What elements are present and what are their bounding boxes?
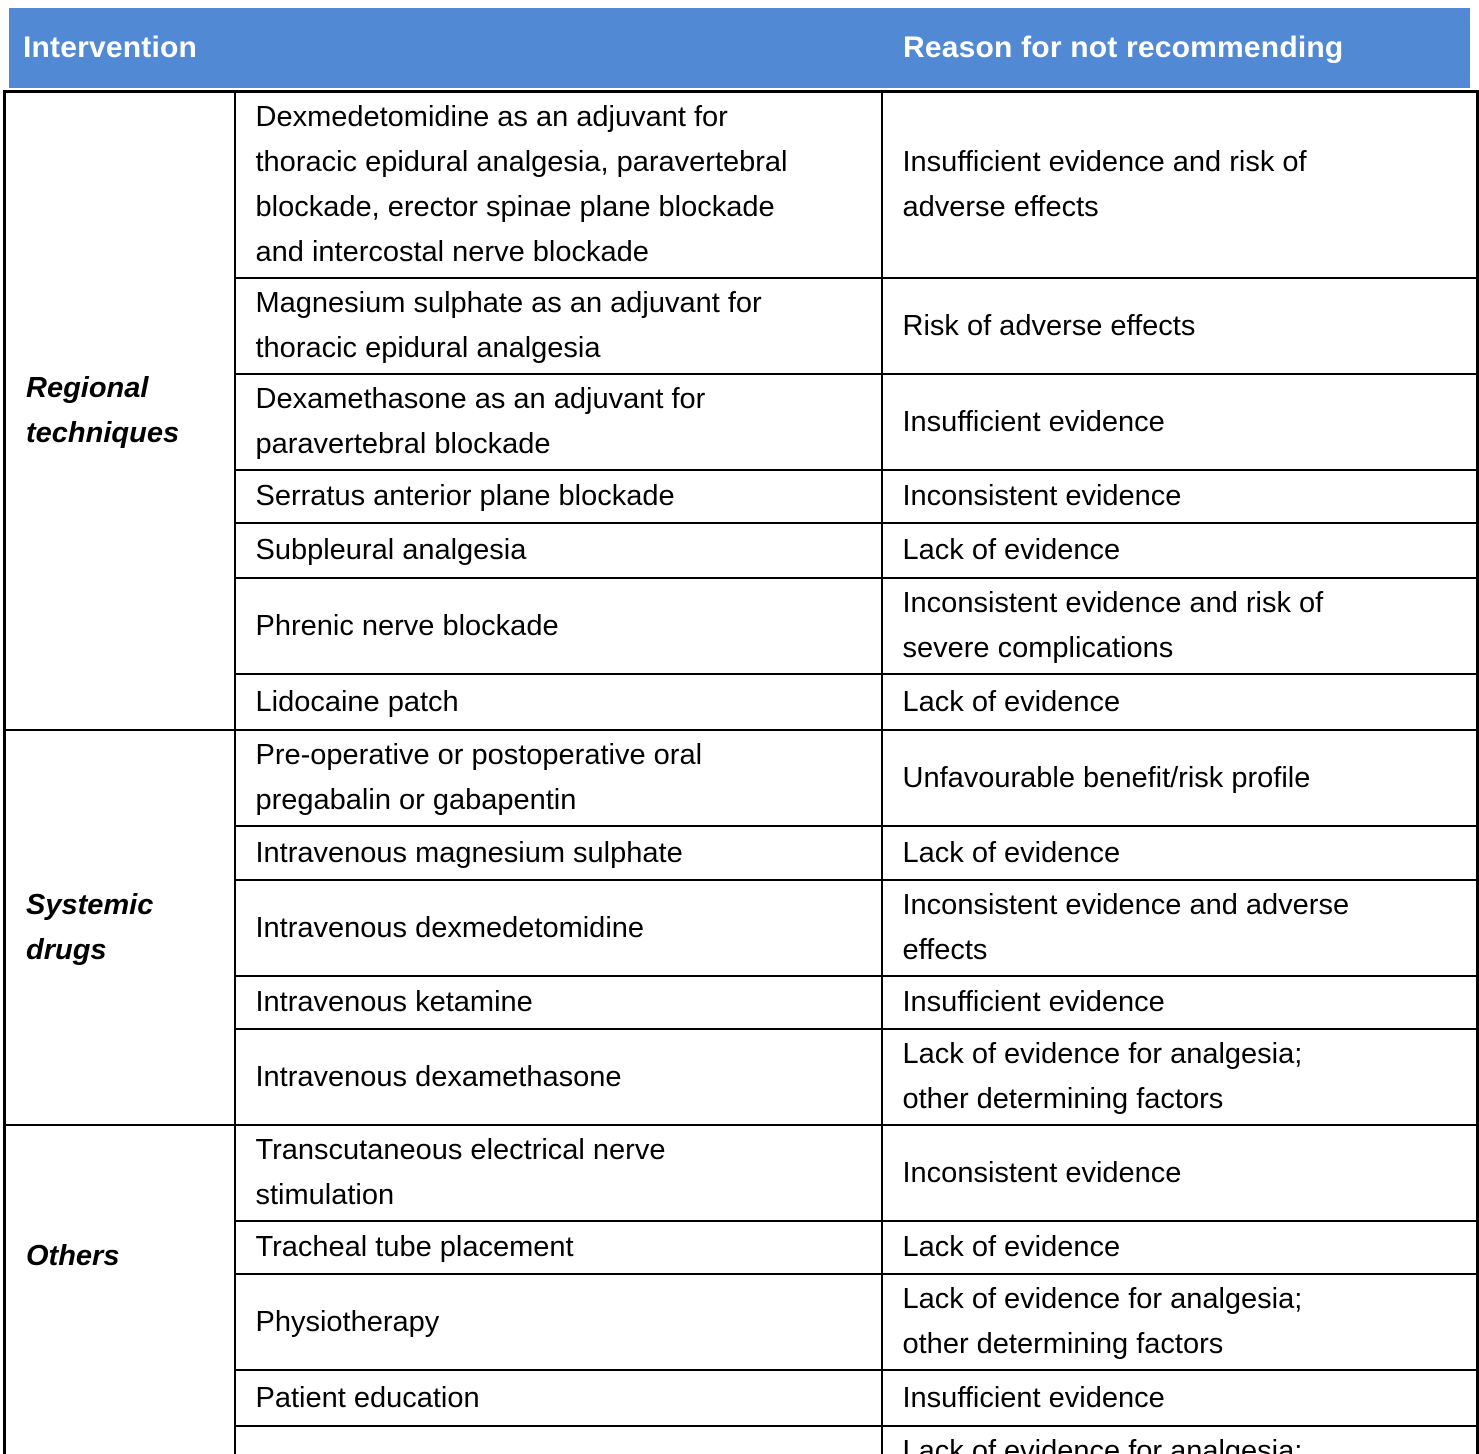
table-row: Serratus anterior plane blockade Inconsi…: [5, 469, 1479, 524]
reason-cell: Lack of evidence for analgesia; other de…: [880, 1028, 1479, 1126]
intervention-cell: Lidocaine patch: [233, 673, 883, 731]
table-row: Regional techniques Dexmedetomidine as a…: [3, 90, 1479, 731]
intervention-cell: Intravenous magnesium sulphate: [233, 825, 883, 881]
table-row: Others Transcutaneous electrical nerve s…: [3, 1124, 1479, 1454]
reason-cell: Inconsistent evidence: [880, 469, 1479, 524]
intervention-cell: Surgical techniques: [233, 1425, 883, 1454]
intervention-cell: Intravenous dexamethasone: [233, 1028, 883, 1126]
table-row: Surgical techniques Lack of evidence for…: [5, 1425, 1479, 1454]
intervention-cell: Dexmedetomidine as an adjuvant for thora…: [233, 90, 883, 279]
intervention-cell: Intravenous dexmedetomidine: [233, 879, 883, 977]
reason-cell: Unfavourable benefit/risk profile: [880, 729, 1479, 827]
reason-cell: Risk of adverse effects: [880, 277, 1479, 375]
table-row: Phrenic nerve blockade Inconsistent evid…: [5, 577, 1479, 675]
reason-cell: Insufficient evidence and risk of advers…: [880, 90, 1479, 279]
table-header-row: Intervention Reason for not recommending: [9, 8, 1470, 88]
table-row: Dexamethasone as an adjuvant for paraver…: [5, 373, 1479, 471]
intervention-cell: Physiotherapy: [233, 1273, 883, 1371]
table-row: Lidocaine patch Lack of evidence: [5, 673, 1479, 731]
category-cell-regional-techniques: Regional techniques: [3, 90, 236, 731]
table-row: Physiotherapy Lack of evidence for analg…: [5, 1273, 1479, 1371]
header-intervention-label: Intervention: [23, 31, 198, 64]
table-row: Systemic drugs Pre-operative or postoper…: [3, 729, 1479, 1126]
reason-cell: Lack of evidence: [880, 825, 1479, 881]
reason-cell: Lack of evidence: [880, 1220, 1479, 1275]
reason-cell: Inconsistent evidence: [880, 1124, 1479, 1222]
reason-cell: Inconsistent evidence and adverse effect…: [880, 879, 1479, 977]
intervention-cell: Phrenic nerve blockade: [233, 577, 883, 675]
table-row: Tracheal tube placement Lack of evidence: [5, 1220, 1479, 1275]
category-cell-others: Others: [3, 1124, 236, 1454]
category-cell-systemic-drugs: Systemic drugs: [3, 729, 236, 1126]
intervention-cell: Intravenous ketamine: [233, 975, 883, 1030]
reason-cell: Insufficient evidence: [880, 373, 1479, 471]
reason-cell: Insufficient evidence: [880, 1369, 1479, 1427]
reason-cell: Lack of evidence for analgesia; other de…: [880, 1425, 1479, 1454]
reason-cell: Lack of evidence: [880, 673, 1479, 731]
intervention-cell: Transcutaneous electrical nerve stimulat…: [233, 1124, 883, 1222]
intervention-cell: Subpleural analgesia: [233, 522, 883, 579]
reason-cell: Inconsistent evidence and risk of severe…: [880, 577, 1479, 675]
reason-cell: Insufficient evidence: [880, 975, 1479, 1030]
table-row: Intravenous dexmedetomidine Inconsistent…: [5, 879, 1479, 977]
table-row: Intravenous dexamethasone Lack of eviden…: [5, 1028, 1479, 1126]
table-row: Intravenous magnesium sulphate Lack of e…: [5, 825, 1479, 881]
intervention-cell: Serratus anterior plane blockade: [233, 469, 883, 524]
intervention-cell: Pre-operative or postoperative oral preg…: [233, 729, 883, 827]
intervention-cell: Dexamethasone as an adjuvant for paraver…: [233, 373, 883, 471]
table-row: Magnesium sulphate as an adjuvant for th…: [5, 277, 1479, 375]
table-row: Patient education Insufficient evidence: [5, 1369, 1479, 1427]
intervention-cell: Patient education: [233, 1369, 883, 1427]
intervention-cell: Magnesium sulphate as an adjuvant for th…: [233, 277, 883, 375]
reason-cell: Lack of evidence: [880, 522, 1479, 579]
table-row: Subpleural analgesia Lack of evidence: [5, 522, 1479, 579]
reason-cell: Lack of evidence for analgesia; other de…: [880, 1273, 1479, 1371]
recommendations-table: Regional techniques Dexmedetomidine as a…: [3, 90, 1479, 1454]
intervention-cell: Tracheal tube placement: [233, 1220, 883, 1275]
header-reason-label: Reason for not recommending: [903, 31, 1344, 64]
table-row: Intravenous ketamine Insufficient eviden…: [5, 975, 1479, 1030]
